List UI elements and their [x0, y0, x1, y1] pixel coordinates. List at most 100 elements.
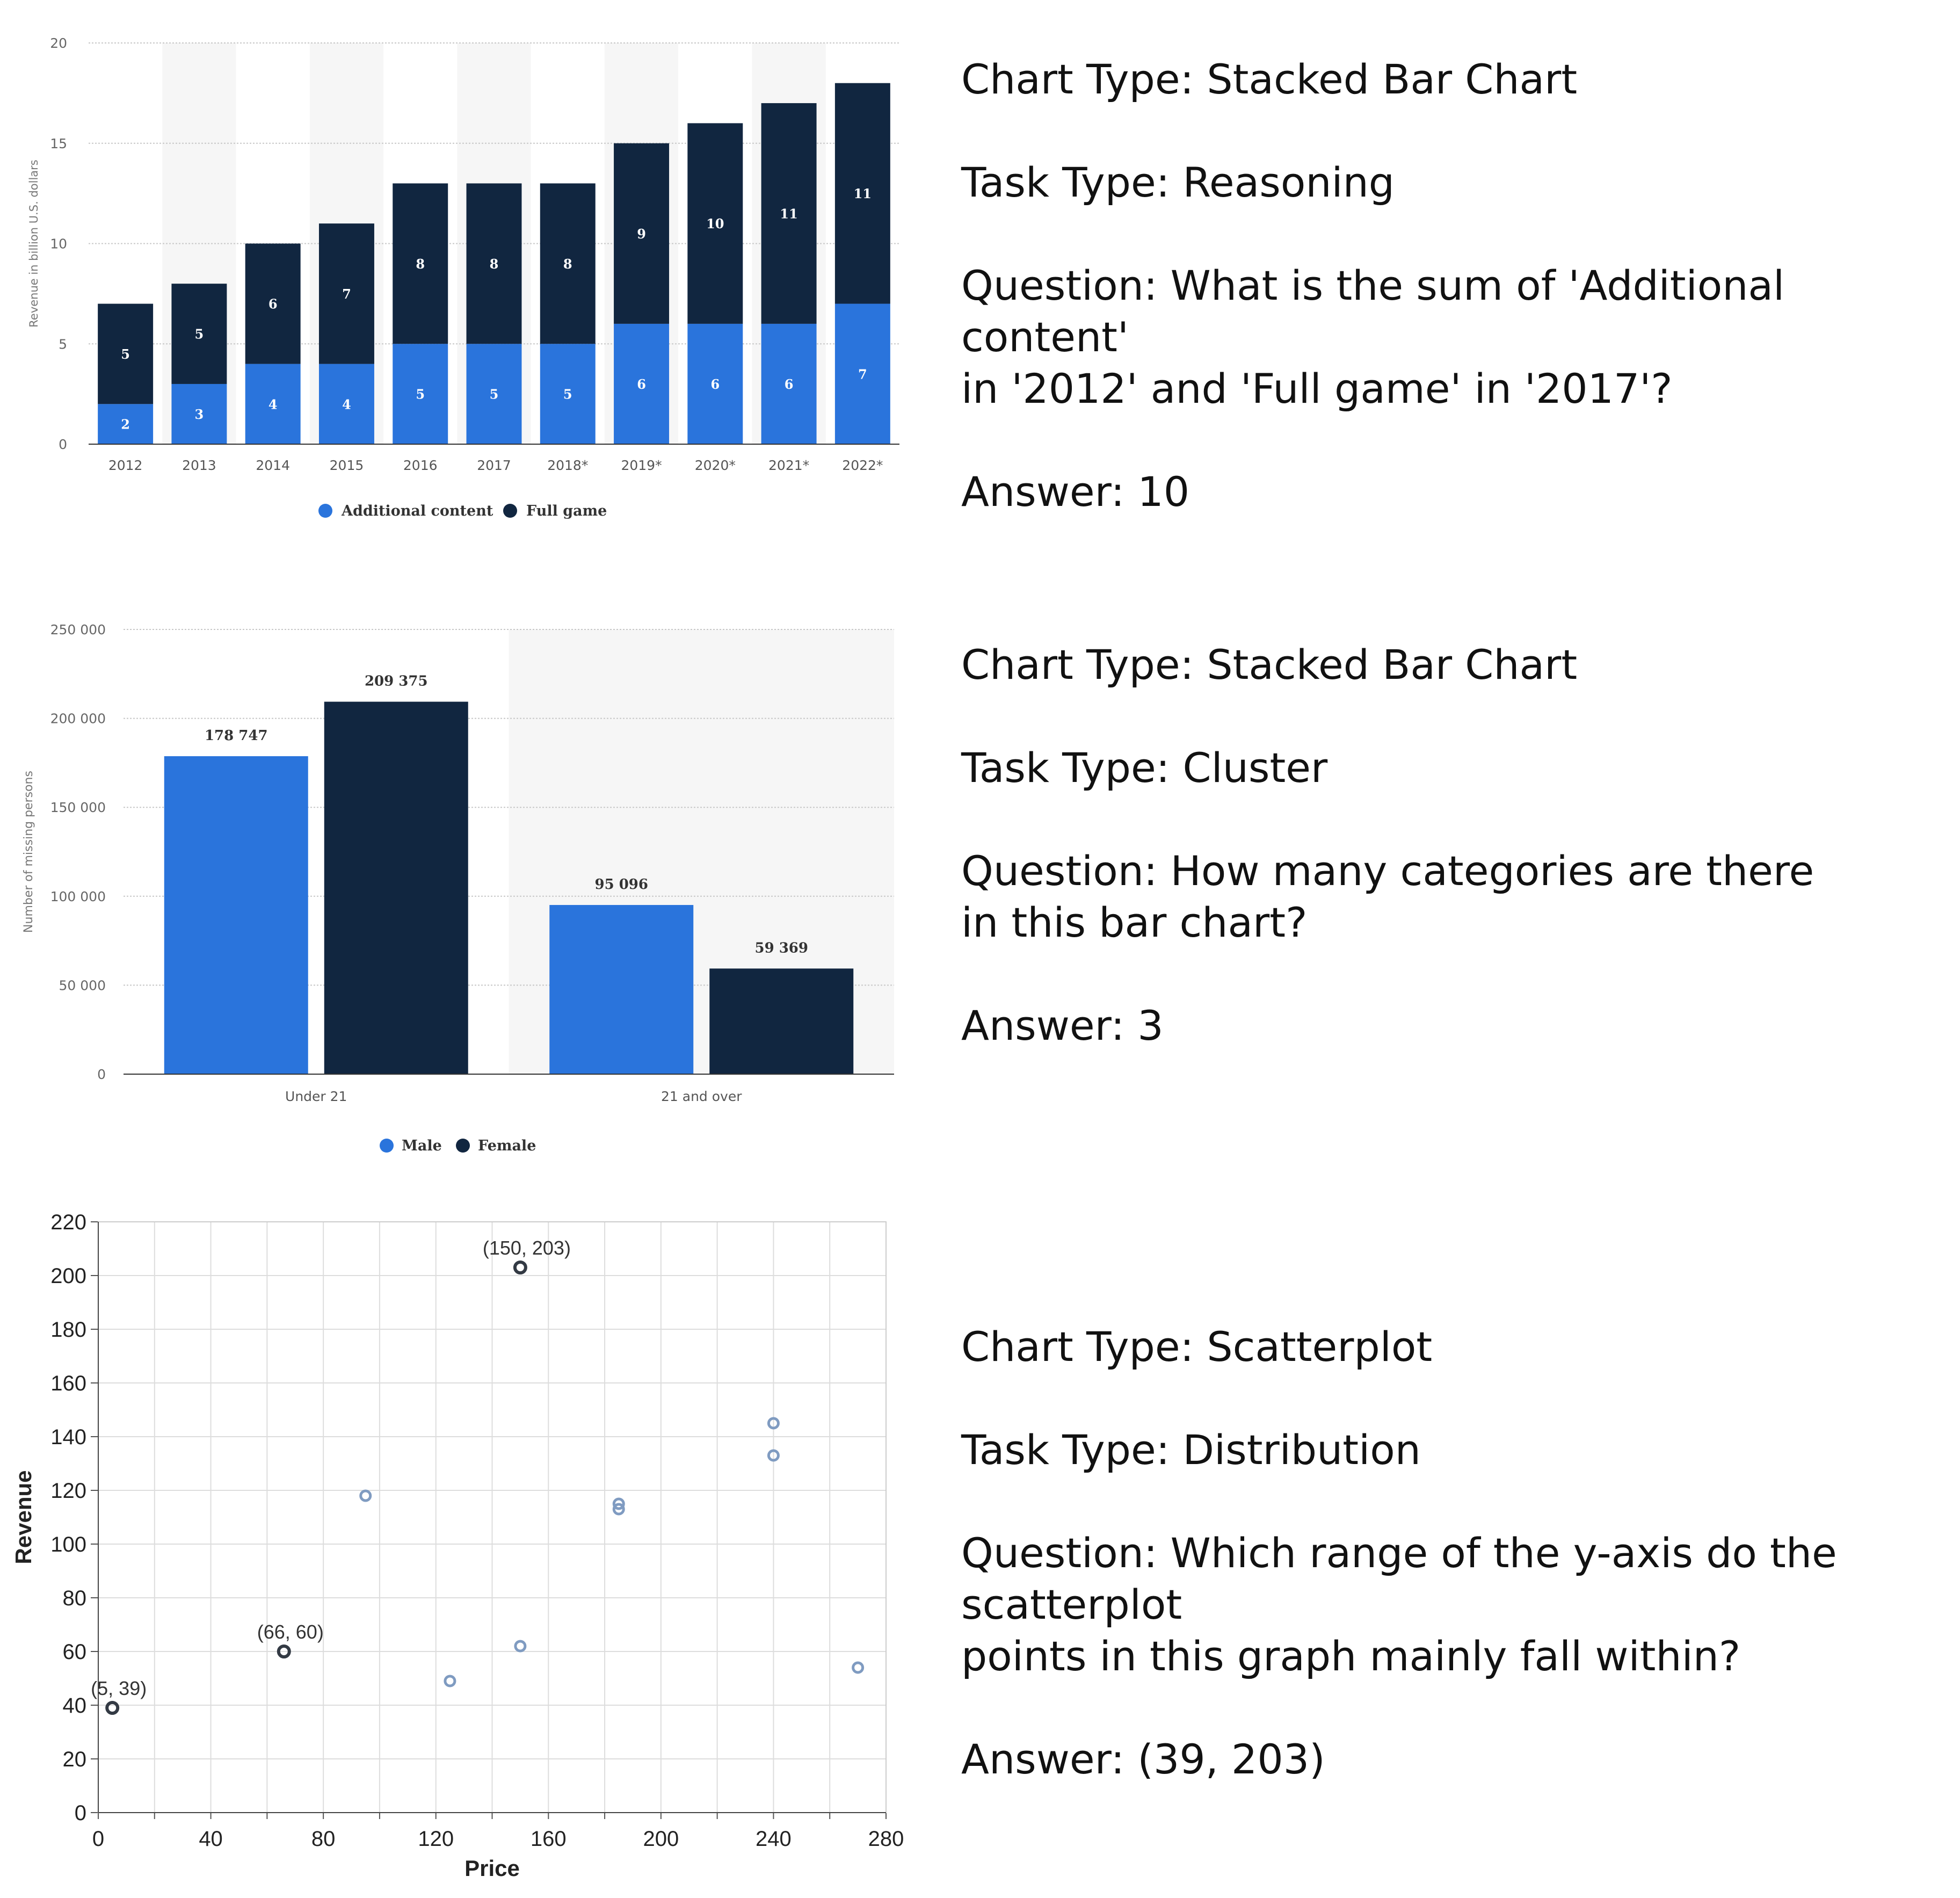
bar-value-label: 8 [416, 256, 425, 272]
bar-segment [245, 364, 301, 444]
x-tick-label: 40 [199, 1827, 223, 1851]
bar-segment [834, 83, 890, 304]
bar-value-label: 5 [121, 346, 130, 362]
point-label: (5, 39) [91, 1677, 147, 1699]
x-tick-label: 2021* [768, 458, 809, 473]
question-text: Question: Which range of the y-axis do t… [961, 1529, 1837, 1680]
scatter-point [852, 1661, 865, 1674]
y-axis-label: Revenue in billion U.S. dollars [27, 160, 40, 327]
x-tick-label: 80 [311, 1827, 336, 1851]
x-tick-label: 2022* [842, 458, 883, 473]
bar-value-label: 4 [342, 396, 351, 412]
bar-value-label: 6 [710, 376, 720, 392]
task-type-label: Task Type: Cluster [961, 744, 1328, 792]
y-tick-label: 80 [63, 1587, 87, 1610]
bar-value-label: 6 [637, 376, 646, 392]
info-panel-2: Chart Type: Stacked Bar Chart Task Type:… [961, 639, 1944, 1052]
y-tick-label: 15 [50, 136, 67, 151]
scatter-point [767, 1417, 780, 1430]
y-tick-label: 220 [50, 1211, 86, 1234]
bar-segment [687, 123, 743, 324]
bar-segment [393, 183, 448, 344]
bar-value-label: 209 375 [365, 673, 428, 690]
y-tick-label: 200 [50, 1264, 86, 1288]
bar-segment [834, 303, 890, 444]
bar-value-label: 95 096 [594, 876, 648, 893]
point-label: (66, 60) [257, 1621, 324, 1643]
scatter-point [612, 1497, 625, 1510]
bar [164, 756, 308, 1074]
bar-value-label: 7 [858, 366, 867, 382]
y-tick-label: 60 [63, 1640, 87, 1664]
bar-segment [171, 284, 227, 384]
y-tick-label: 160 [50, 1372, 86, 1395]
answer-text: Answer: 10 [961, 468, 1190, 516]
chart-type-label: Chart Type: Scatterplot [961, 1323, 1433, 1371]
x-tick-label: 2012 [108, 458, 143, 473]
x-tick-label: 2015 [330, 458, 364, 473]
scatter-point [277, 1645, 291, 1658]
bar-segment [466, 183, 522, 344]
question-text: Question: What is the sum of 'Additional… [961, 262, 1785, 412]
x-tick-label: 2018* [547, 458, 588, 473]
x-axis-label: Price [464, 1856, 520, 1881]
x-tick-label: 200 [643, 1827, 679, 1851]
chart-missing-persons-bar: 0 50 000 100 000 150 000 200 000 250 000 Numbe… [22, 622, 894, 1154]
chart-price-revenue-scatter: 0 20 40 60 80 100 120 140 160 180 200 220 0 40 80 120 16… [11, 1211, 904, 1881]
bar-value-label: 3 [195, 407, 204, 422]
bar-value-label: 178 747 [205, 728, 268, 744]
scatter-point [105, 1701, 120, 1715]
scatter-point [767, 1449, 780, 1462]
bar-segment [318, 223, 374, 364]
legend-marker [456, 1139, 470, 1153]
chart-type-label: Chart Type: Stacked Bar Chart [961, 55, 1578, 103]
y-tick-label: 40 [63, 1694, 87, 1718]
y-tick-label: 100 [50, 1533, 86, 1556]
scatter-point [514, 1640, 527, 1653]
x-tick-label: 280 [868, 1827, 904, 1851]
task-type-label: Task Type: Reasoning [961, 158, 1395, 206]
bar [324, 701, 468, 1074]
legend-label: Male [402, 1138, 442, 1154]
bar-value-label: 6 [785, 376, 794, 392]
x-tick-label: 2020* [695, 458, 736, 473]
bar-value-label: 6 [268, 296, 278, 312]
bar-segment [614, 323, 670, 444]
y-tick-label: 10 [50, 236, 67, 252]
bar-segment [245, 243, 301, 364]
legend-label: Additional content [341, 503, 493, 519]
y-tick-label: 250 000 [50, 622, 106, 638]
bar-value-label: 9 [637, 226, 646, 242]
x-tick-label: Under 21 [285, 1089, 347, 1104]
bar-value-label: 5 [195, 327, 204, 342]
x-tick-label: 240 [756, 1827, 792, 1851]
bar-segment [318, 364, 374, 444]
y-tick-label: 0 [59, 437, 67, 452]
legend-marker [380, 1139, 394, 1153]
bar-segment [687, 323, 743, 444]
chart-revenue-stacked-bar: 0 5 10 15 20 Revenue in billion U.S. dollars 2… [27, 35, 899, 519]
bar [709, 968, 854, 1074]
x-tick-label: 2013 [182, 458, 216, 473]
legend-label: Full game [526, 503, 607, 519]
y-tick-label: 120 [50, 1479, 86, 1503]
scatter-point [444, 1675, 456, 1687]
bar-value-label: 11 [780, 206, 797, 221]
bar-value-label: 10 [706, 216, 724, 231]
y-tick-label: 180 [50, 1318, 86, 1342]
bar-value-label: 5 [416, 387, 425, 402]
bar-value-label: 8 [490, 256, 499, 272]
bar-value-label: 2 [121, 417, 130, 432]
bar-segment [540, 344, 596, 444]
legend-marker [318, 504, 332, 518]
point-label: (150, 203) [483, 1237, 571, 1259]
y-tick-label: 0 [97, 1067, 106, 1082]
x-tick-label: 21 and over [661, 1089, 742, 1104]
y-tick-label: 5 [59, 336, 67, 352]
y-tick-label: 0 [75, 1801, 86, 1825]
bar-segment [171, 383, 227, 444]
x-tick-label: 2019* [621, 458, 662, 473]
info-panel-1: Chart Type: Stacked Bar Chart Task Type:… [961, 54, 1944, 518]
x-tick-label: 0 [92, 1827, 104, 1851]
bar-value-label: 5 [490, 387, 499, 402]
